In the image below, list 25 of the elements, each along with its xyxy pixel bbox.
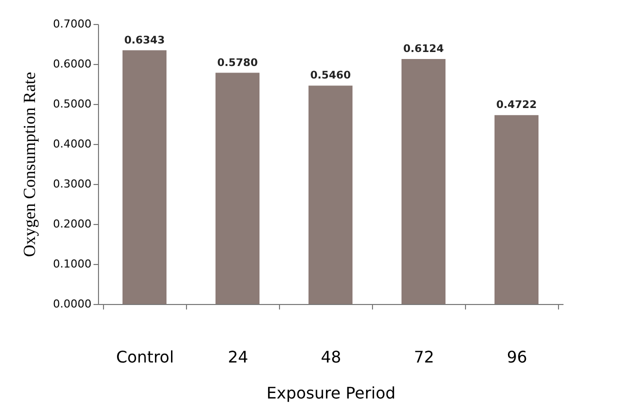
y-tick-label: 0.3000 xyxy=(53,178,92,190)
y-tick-label: 0.4000 xyxy=(53,138,92,150)
data-label: 0.6343 xyxy=(124,34,165,46)
x-tick-label: 72 xyxy=(414,348,434,366)
bar xyxy=(402,59,446,304)
x-tick-label: Control xyxy=(116,348,174,366)
y-tick-label: 0.1000 xyxy=(53,258,92,270)
y-axis-title: Oxygen Consumption Rate xyxy=(20,72,40,258)
bar xyxy=(308,86,352,304)
data-label: 0.4722 xyxy=(496,99,537,112)
bar xyxy=(494,115,538,304)
bar xyxy=(122,50,166,304)
y-tick-label: 0.6000 xyxy=(53,58,92,70)
y-tick-label: 0.2000 xyxy=(53,218,92,230)
bar xyxy=(216,72,260,304)
y-tick-label: 0.7000 xyxy=(53,18,92,30)
x-tick-label: 48 xyxy=(320,348,342,366)
x-tick-label: 24 xyxy=(228,348,248,366)
data-label: 0.5460 xyxy=(310,70,351,82)
data-label: 0.6124 xyxy=(403,43,444,56)
y-tick-label: 0.0000 xyxy=(53,298,92,310)
x-axis-title: Exposure Period xyxy=(266,384,396,402)
y-tick-label: 0.5000 xyxy=(53,98,92,110)
x-tick-label: 96 xyxy=(506,348,528,366)
data-label: 0.5780 xyxy=(217,56,258,69)
